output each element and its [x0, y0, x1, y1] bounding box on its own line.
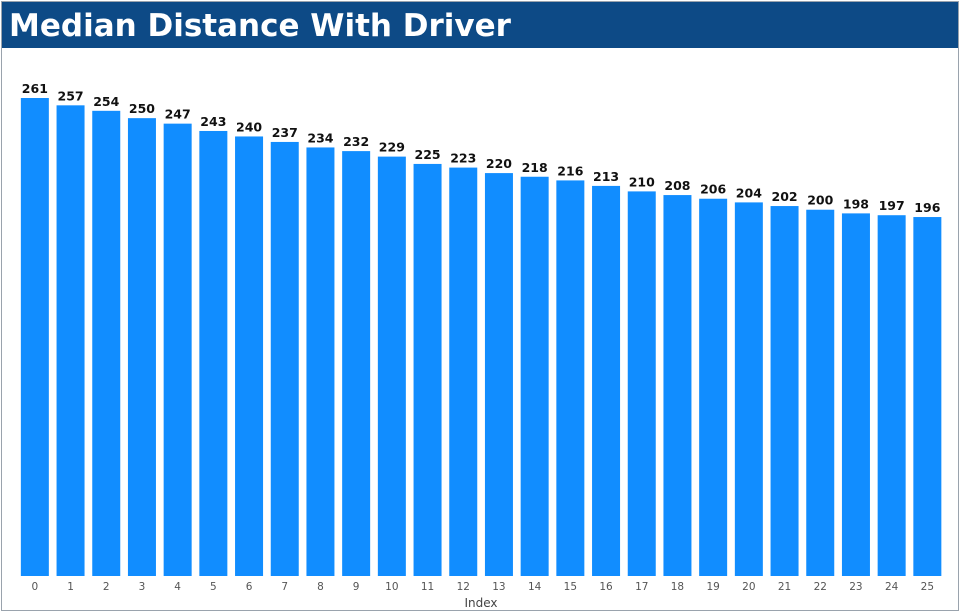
x-tick-label-8: 8 — [317, 581, 324, 593]
bar-20[interactable] — [734, 202, 763, 576]
bar-5[interactable] — [199, 130, 228, 576]
data-label-3: 250 — [129, 101, 155, 116]
chart-title: Median Distance With Driver — [9, 8, 511, 44]
bar-23[interactable] — [841, 213, 870, 576]
bar-24[interactable] — [877, 215, 906, 576]
x-tick-label-0: 0 — [32, 581, 39, 593]
bar-6[interactable] — [235, 136, 264, 576]
bar-18[interactable] — [663, 195, 692, 576]
bar-11[interactable] — [413, 163, 442, 576]
data-label-11: 225 — [415, 147, 441, 162]
bar-7[interactable] — [270, 141, 299, 576]
bar-13[interactable] — [484, 173, 513, 576]
data-label-16: 213 — [593, 169, 619, 184]
data-label-9: 232 — [343, 134, 369, 149]
bar-1[interactable] — [56, 105, 85, 576]
title-bar: Median Distance With Driver — [2, 2, 958, 48]
x-tick-label-9: 9 — [353, 581, 360, 593]
data-label-5: 243 — [200, 114, 226, 129]
bar-2[interactable] — [92, 110, 121, 576]
data-label-10: 229 — [379, 140, 405, 155]
x-tick-label-22: 22 — [814, 581, 827, 593]
bar-16[interactable] — [592, 185, 621, 576]
bar-0[interactable] — [20, 98, 49, 576]
x-tick-label-12: 12 — [457, 581, 470, 593]
x-tick-label-6: 6 — [246, 581, 253, 593]
bar-25[interactable] — [913, 217, 942, 577]
x-tick-label-2: 2 — [103, 581, 110, 593]
bar-12[interactable] — [449, 167, 478, 576]
data-label-22: 200 — [807, 193, 833, 208]
data-label-12: 223 — [450, 151, 476, 166]
x-tick-label-20: 20 — [742, 581, 755, 593]
data-label-23: 198 — [843, 196, 869, 211]
x-axis-title: Index — [464, 596, 497, 610]
x-tick-label-14: 14 — [528, 581, 542, 593]
data-label-21: 202 — [772, 189, 798, 204]
bar-19[interactable] — [699, 198, 728, 577]
bar-4[interactable] — [163, 123, 192, 576]
x-tick-label-3: 3 — [139, 581, 146, 593]
data-label-0: 261 — [22, 81, 48, 96]
data-label-8: 234 — [307, 130, 333, 145]
data-label-7: 237 — [272, 125, 298, 140]
x-tick-label-1: 1 — [67, 581, 74, 593]
x-tick-label-17: 17 — [635, 581, 648, 593]
bar-22[interactable] — [806, 209, 835, 576]
bar-21[interactable] — [770, 206, 799, 577]
x-tick-label-13: 13 — [492, 581, 505, 593]
x-tick-label-24: 24 — [885, 581, 899, 593]
data-label-24: 197 — [879, 198, 905, 213]
bar-3[interactable] — [127, 118, 156, 577]
data-label-2: 254 — [93, 94, 119, 109]
data-label-18: 208 — [664, 178, 690, 193]
bar-17[interactable] — [627, 191, 656, 576]
x-tick-label-23: 23 — [849, 581, 862, 593]
x-tick-label-11: 11 — [421, 581, 434, 593]
data-label-4: 247 — [165, 107, 191, 122]
data-label-17: 210 — [629, 174, 655, 189]
x-tick-label-7: 7 — [281, 581, 288, 593]
x-tick-label-4: 4 — [174, 581, 181, 593]
x-tick-label-10: 10 — [385, 581, 398, 593]
bar-15[interactable] — [556, 180, 585, 576]
data-label-15: 216 — [557, 163, 583, 178]
bar-14[interactable] — [520, 176, 549, 576]
data-label-13: 220 — [486, 156, 512, 171]
bar-8[interactable] — [306, 147, 335, 576]
x-tick-label-16: 16 — [599, 581, 613, 593]
x-tick-label-21: 21 — [778, 581, 791, 593]
x-tick-label-19: 19 — [706, 581, 719, 593]
data-label-19: 206 — [700, 182, 726, 197]
x-tick-label-5: 5 — [210, 581, 217, 593]
data-label-14: 218 — [522, 160, 548, 175]
bar-10[interactable] — [377, 156, 406, 577]
x-tick-label-18: 18 — [671, 581, 684, 593]
bar-9[interactable] — [342, 151, 371, 577]
x-tick-label-25: 25 — [921, 581, 934, 593]
data-label-6: 240 — [236, 119, 262, 134]
x-tick-label-15: 15 — [564, 581, 577, 593]
data-label-25: 196 — [914, 200, 940, 215]
data-label-20: 204 — [736, 185, 762, 200]
data-label-1: 257 — [58, 88, 84, 103]
